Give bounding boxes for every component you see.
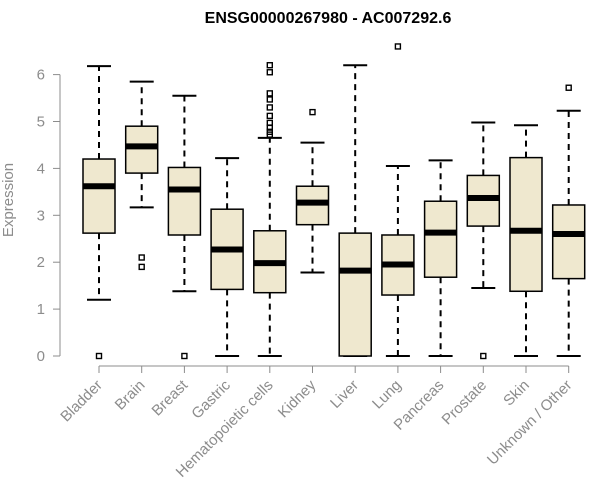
- iqr-box: [124, 125, 159, 174]
- outlier-point: [266, 124, 273, 131]
- box-group: [381, 43, 415, 357]
- outlier-point: [394, 43, 402, 50]
- box-group: [295, 108, 330, 274]
- x-tick-label: Kidney: [275, 376, 320, 421]
- y-axis-label: Expression: [0, 163, 17, 237]
- iqr-box: [551, 204, 586, 280]
- y-tick-label: 4: [37, 160, 45, 177]
- outlier-point: [138, 254, 145, 261]
- x-tick-label: Skin: [500, 377, 533, 410]
- box-group: [253, 62, 287, 357]
- x-tick-label: Liver: [327, 377, 362, 412]
- y-tick-label: 1: [37, 301, 45, 318]
- outlier-point: [95, 352, 103, 360]
- iqr-box: [423, 200, 458, 278]
- iqr-box: [167, 166, 202, 236]
- y-tick-label: 0: [37, 348, 45, 365]
- x-tick-label: Lung: [369, 377, 405, 413]
- box-group: [167, 94, 202, 360]
- box-group: [210, 157, 244, 357]
- outlier-point: [181, 352, 188, 360]
- box-group: [338, 64, 372, 357]
- outlier-point: [309, 108, 316, 116]
- chart-title: ENSG00000267980 - AC007292.6: [205, 10, 452, 27]
- outlier-point: [266, 96, 273, 103]
- outlier-point: [266, 104, 273, 111]
- y-tick-label: 3: [37, 207, 45, 224]
- box-group: [124, 80, 159, 271]
- y-tick-label: 2: [37, 254, 45, 271]
- x-tick-label: Bladder: [57, 377, 106, 426]
- box-group: [509, 124, 543, 357]
- iqr-box: [509, 156, 543, 293]
- outlier-point: [266, 62, 273, 69]
- box-group: [551, 84, 586, 357]
- box-group: [466, 121, 501, 360]
- x-tick-label: Prostate: [439, 377, 491, 429]
- outlier-point: [565, 84, 572, 91]
- boxes: [82, 43, 586, 360]
- x-tick-label: Breast: [149, 376, 192, 419]
- outlier-point: [266, 69, 273, 76]
- outlier-point: [266, 112, 273, 120]
- outlier-point: [266, 131, 273, 138]
- y-axis: 0 1 2 3 4 5 6: [37, 67, 61, 365]
- outlier-point: [138, 263, 145, 271]
- y-tick-label: 6: [37, 67, 45, 84]
- box-group: [82, 65, 116, 360]
- y-tick-label: 5: [37, 114, 45, 131]
- x-tick-label: Brain: [112, 377, 149, 414]
- outlier-point: [480, 352, 487, 360]
- iqr-box: [82, 158, 116, 234]
- outlier-point: [266, 90, 273, 97]
- box-group: [423, 159, 458, 357]
- iqr-box: [338, 232, 372, 357]
